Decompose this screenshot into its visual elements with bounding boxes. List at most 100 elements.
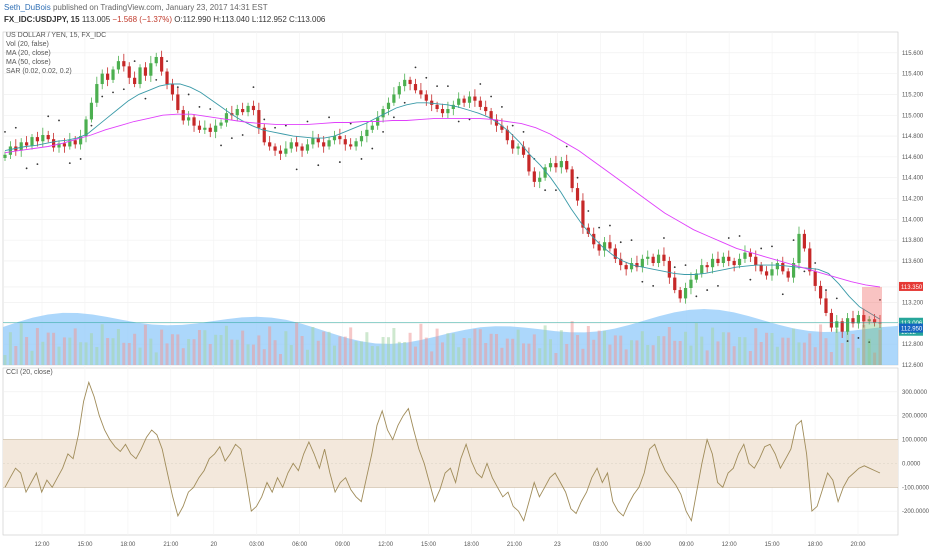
volume-bar: [154, 352, 158, 365]
volume-bar: [694, 322, 698, 365]
volume-bar: [430, 351, 434, 365]
legend-sar[interactable]: SAR (0.02, 0.02, 0.2): [6, 68, 72, 75]
cci-tick-label: -100.0000: [902, 485, 930, 491]
candle-body: [532, 171, 536, 182]
author-link[interactable]: Seth_DuBois: [4, 3, 51, 12]
volume-bar: [208, 344, 212, 365]
sar-dot: [511, 124, 514, 127]
sar-dot: [792, 239, 795, 242]
candle-body: [138, 67, 142, 85]
sar-dot: [652, 285, 655, 287]
volume-bar: [133, 333, 137, 365]
cci-tick-label: 0.0000: [902, 461, 921, 467]
legend-ma20[interactable]: MA (20, close): [6, 50, 51, 57]
volume-bar: [25, 337, 29, 365]
volume-bar: [230, 339, 234, 365]
x-tick-label: 23: [554, 542, 561, 548]
volume-bar: [419, 323, 423, 365]
volume-bar: [268, 326, 272, 365]
cci-tick-label: -200.0000: [902, 509, 930, 515]
candle-body: [127, 66, 131, 78]
candle-body: [52, 139, 56, 148]
sar-dot: [825, 289, 827, 291]
candle-body: [419, 90, 423, 95]
sar-dot: [814, 262, 817, 264]
cci-legend[interactable]: CCI (20, close): [6, 369, 53, 376]
candle-body: [619, 258, 623, 266]
x-tick-label: 18:00: [464, 542, 480, 548]
volume-bar: [581, 348, 585, 365]
candle-body: [208, 127, 212, 132]
candle-body: [840, 321, 844, 332]
volume-bar: [462, 338, 466, 365]
sar-dot: [479, 83, 482, 85]
sar-dot: [609, 224, 611, 227]
sar-dot: [371, 147, 374, 150]
change-value: −1.568 (−1.37%): [112, 15, 172, 24]
candle-body: [813, 271, 817, 286]
volume-bar: [824, 338, 828, 365]
sar-dot: [706, 289, 709, 291]
volume-bar: [495, 334, 499, 365]
symbol-name[interactable]: FX_IDC:USDJPY, 15: [4, 15, 80, 24]
sar-dot: [468, 118, 471, 121]
volume-bar: [802, 342, 806, 365]
candle-body: [775, 263, 779, 270]
candle-body: [116, 61, 121, 70]
sar-dot: [403, 101, 406, 104]
price-tick-label: 115.600: [902, 51, 924, 57]
volume-bar: [532, 334, 536, 365]
volume-bar: [149, 338, 153, 365]
candle-body: [268, 142, 272, 147]
volume-bar: [878, 329, 882, 365]
candle-body: [851, 318, 855, 324]
x-tick-label: 18:00: [120, 542, 136, 548]
volume-bar: [635, 340, 639, 365]
candle-body: [89, 102, 94, 120]
price-tag-label: 13:22: [901, 330, 917, 336]
legend-vol[interactable]: Vol (20, false): [6, 41, 49, 48]
candle-body: [386, 102, 391, 110]
candle-body: [143, 67, 148, 76]
sar-dot: [90, 124, 93, 127]
volume-bar: [246, 344, 250, 365]
candle-body: [824, 298, 828, 313]
x-tick-label: 20:00: [850, 542, 866, 548]
ma20-line: [4, 83, 881, 320]
sar-dot: [187, 93, 190, 96]
volume-bar: [41, 341, 45, 365]
candle-body: [403, 79, 407, 87]
volume-bar: [451, 333, 455, 365]
candle-body: [440, 109, 445, 114]
candle-body: [62, 143, 67, 147]
sar-dot: [565, 145, 568, 148]
candle-body: [694, 273, 698, 280]
volume-bar: [678, 341, 682, 365]
x-tick-label: 21:00: [507, 542, 523, 548]
volume-bar: [592, 339, 596, 365]
volume-bar: [516, 329, 520, 365]
candle-body: [219, 122, 223, 126]
sar-dot: [846, 340, 849, 342]
candle-body: [273, 146, 277, 151]
volume-bar: [370, 346, 374, 365]
volume-bar: [792, 328, 796, 365]
volume-bar: [727, 332, 731, 365]
sar-dot: [727, 237, 730, 239]
sar-dot: [122, 88, 125, 91]
x-tick-label: 15:00: [77, 542, 93, 548]
volume-bar: [613, 335, 617, 365]
sar-dot: [673, 266, 676, 269]
candle-body: [25, 142, 29, 146]
cci-line: [4, 380, 881, 523]
candle-body: [651, 256, 655, 264]
volume-bar: [684, 331, 688, 365]
volume-bar: [732, 346, 736, 365]
candle-body: [700, 265, 704, 274]
price-tick-label: 114.200: [902, 197, 924, 203]
candle-body: [122, 61, 126, 67]
candle-body: [656, 254, 661, 264]
candle-body: [791, 263, 796, 278]
legend-ma50[interactable]: MA (50, close): [6, 59, 51, 66]
